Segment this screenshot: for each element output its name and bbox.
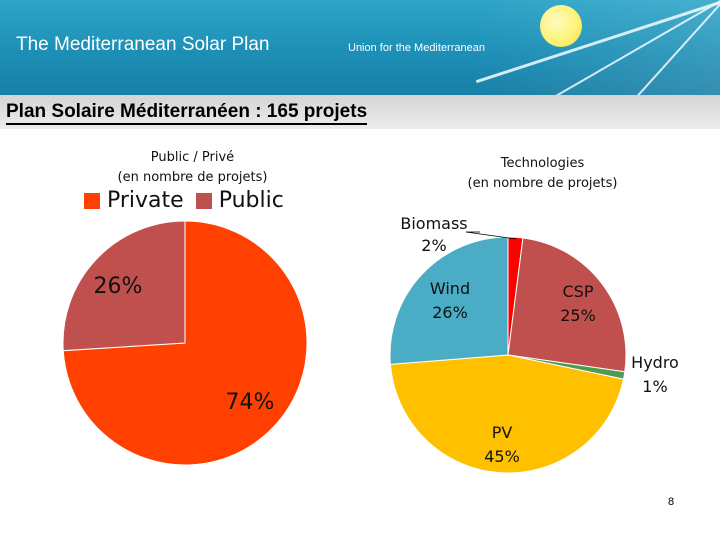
pie2-label-hydro: 1% xyxy=(642,377,667,396)
pie2-slice-csp xyxy=(507,237,627,373)
pie2-title-line2: (en nombre de projets) xyxy=(467,176,618,191)
pie2-slice-wind xyxy=(389,236,509,365)
header-subtitle: Union for the Mediterranean xyxy=(348,42,485,54)
pie2-name-pv: PV xyxy=(492,423,513,442)
legend-item-public: Public xyxy=(195,188,284,213)
pie1-label-private: 74% xyxy=(226,390,275,415)
pie2-name-hydro: Hydro xyxy=(631,353,679,372)
pie1-title-line1: Public / Privé xyxy=(150,150,235,165)
pie2-label-biomass: 2% xyxy=(421,236,446,255)
pie2-slice-pv xyxy=(389,354,625,474)
pie1-title-line2: (en nombre de projets) xyxy=(117,170,268,185)
pie2-label-csp: 25% xyxy=(560,306,596,325)
biomass-leader-line xyxy=(465,231,517,240)
sun-logo xyxy=(540,5,582,47)
pie1-label-public: 26% xyxy=(94,274,143,299)
header-title: The Mediterranean Solar Plan xyxy=(16,34,270,55)
pie2-title-line1: Technologies xyxy=(500,156,585,171)
pie2-label-pv: 45% xyxy=(484,447,520,466)
header-banner xyxy=(0,0,720,95)
legend-swatch-private xyxy=(84,192,100,209)
slide-title: Plan Solaire Méditerranéen : 165 projets xyxy=(6,101,368,125)
pie2-name-csp: CSP xyxy=(563,282,594,301)
pie2-title: Technologies (en nombre de projets) xyxy=(450,154,635,194)
page-number: 8 xyxy=(668,496,675,508)
pie1-legend: Private Public xyxy=(84,188,296,213)
pie2-label-wind: 26% xyxy=(432,303,468,322)
pie2-name-biomass: Biomass xyxy=(400,214,467,233)
legend-swatch-public xyxy=(195,192,212,209)
pie1-title: Public / Privé (en nombre de projets) xyxy=(90,148,295,188)
pie1-slice-public xyxy=(62,220,186,352)
legend-label-private: Private xyxy=(107,188,184,213)
legend-label-public: Public xyxy=(218,188,284,213)
legend-item-private: Private xyxy=(84,188,184,213)
pie2-name-wind: Wind xyxy=(430,279,470,298)
